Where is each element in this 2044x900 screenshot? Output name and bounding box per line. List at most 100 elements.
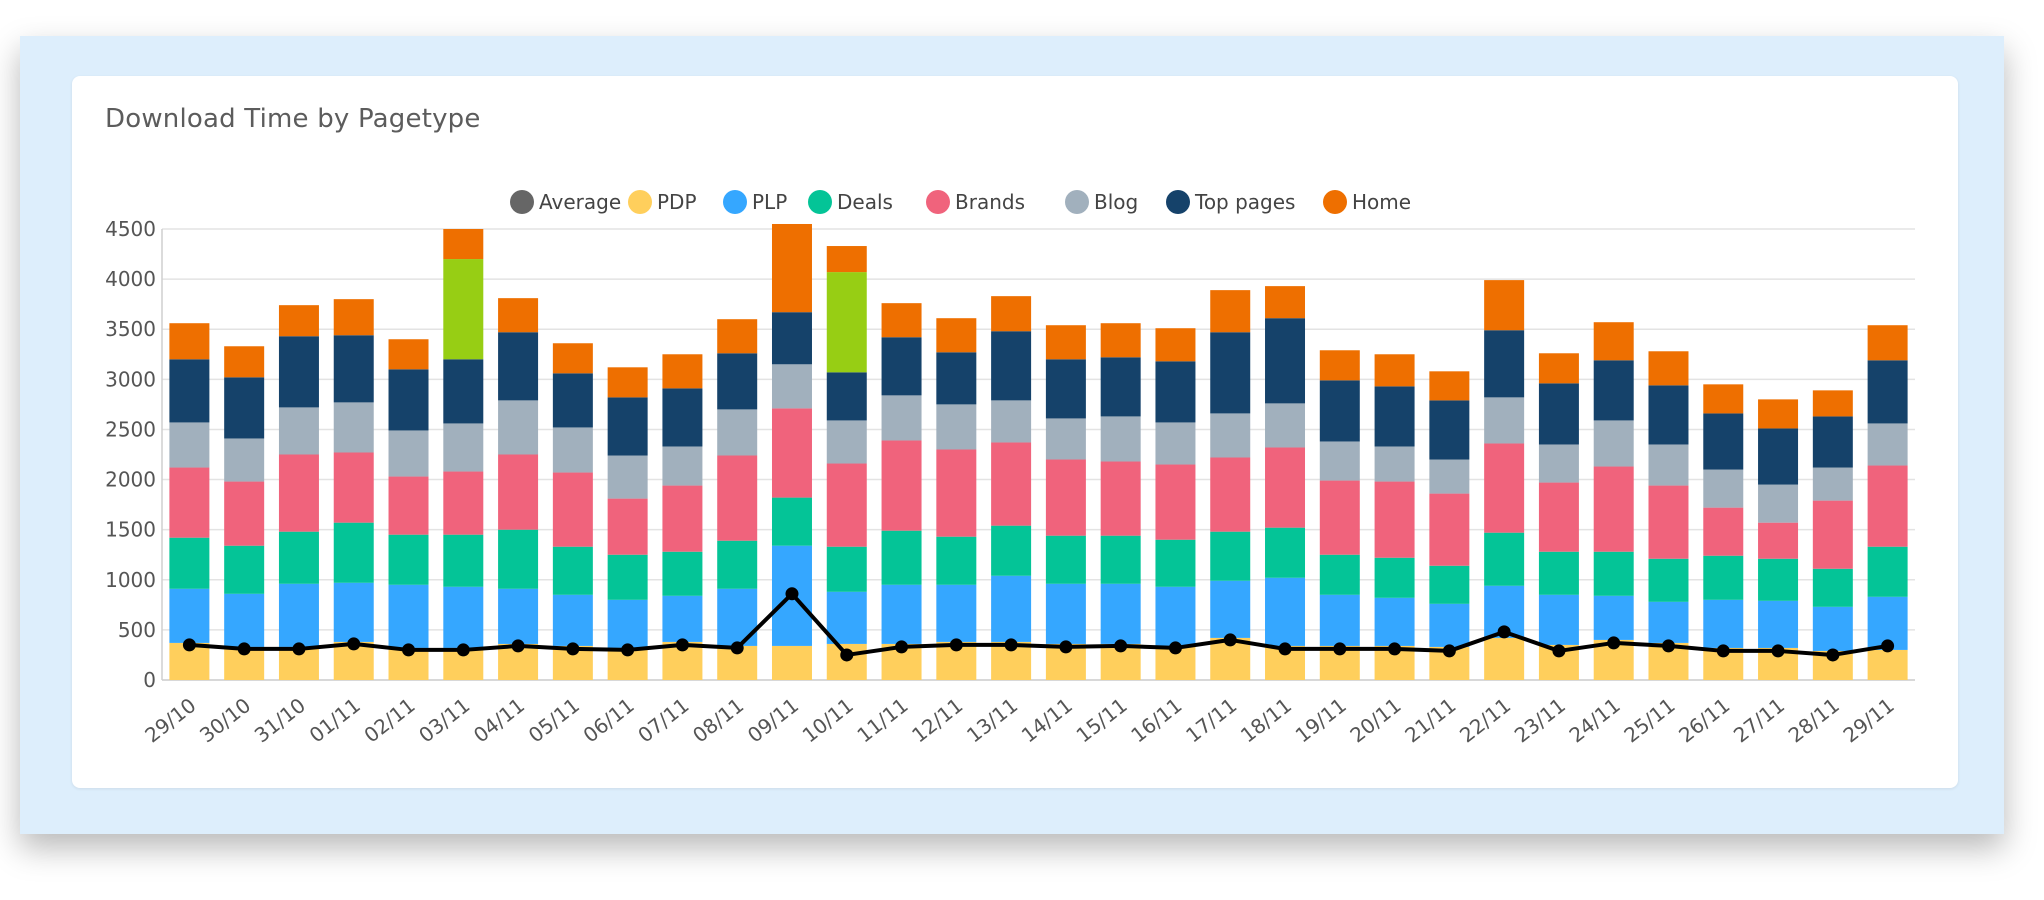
bar-segment-deals bbox=[1812, 568, 1853, 607]
bar-segment-brands bbox=[771, 408, 812, 498]
x-tick-label: 13/11 bbox=[962, 693, 1022, 747]
x-tick-label: 11/11 bbox=[852, 693, 912, 747]
average-point bbox=[1114, 639, 1128, 653]
x-tick-label: 10/11 bbox=[798, 693, 858, 747]
bar-segment-deals bbox=[607, 554, 648, 600]
bar-segment-blog bbox=[1429, 459, 1470, 494]
legend-label-deals: Deals bbox=[837, 190, 893, 214]
x-tick-label: 09/11 bbox=[743, 693, 803, 747]
x-tick-label: 16/11 bbox=[1126, 693, 1186, 747]
bar-segment-pdp bbox=[1484, 637, 1525, 680]
average-point bbox=[1607, 636, 1621, 650]
average-point bbox=[1826, 648, 1840, 662]
average-point bbox=[1223, 633, 1237, 647]
bar-segment-brands bbox=[1429, 493, 1470, 566]
bar-segment-top-pages bbox=[1155, 361, 1196, 423]
bar-segment-plp bbox=[1265, 577, 1306, 646]
bar-segment-brands bbox=[1155, 464, 1196, 540]
average-point bbox=[621, 643, 635, 657]
bar-segment-deals bbox=[1538, 551, 1579, 595]
bar-segment-home bbox=[1319, 350, 1360, 381]
bar-segment-home bbox=[1758, 399, 1799, 429]
legend-label-blog: Blog bbox=[1094, 190, 1138, 214]
bar-segment-deals bbox=[1758, 558, 1799, 601]
x-tick-label: 03/11 bbox=[414, 693, 474, 747]
bar-segment-plp bbox=[1374, 597, 1415, 646]
bar-segment-plp bbox=[1703, 599, 1744, 648]
bar-segment-plp bbox=[826, 591, 867, 644]
x-tick-label: 20/11 bbox=[1345, 693, 1405, 747]
bar-segment-plp bbox=[1045, 583, 1086, 644]
bar-segment-top-pages bbox=[662, 388, 703, 447]
x-tick-label: 29/11 bbox=[1838, 693, 1898, 747]
bar-segment-plp bbox=[1758, 600, 1799, 648]
average-point bbox=[730, 641, 744, 655]
bar-segment-blog bbox=[1648, 444, 1689, 486]
average-point bbox=[785, 587, 799, 601]
bar-segment-brands bbox=[881, 440, 922, 531]
bar-segment-plp bbox=[607, 599, 648, 648]
legend-marker-home bbox=[1323, 190, 1347, 214]
bar-segment-brands bbox=[1758, 522, 1799, 559]
bar-segment-deals bbox=[826, 546, 867, 592]
x-tick-label: 08/11 bbox=[688, 693, 748, 747]
bar-segment-deals bbox=[1210, 531, 1251, 581]
bar-segment-top-pages bbox=[1374, 386, 1415, 447]
bar-segment-home bbox=[552, 343, 593, 374]
bar-segment-home bbox=[1484, 280, 1525, 331]
bar-segment-home bbox=[333, 299, 374, 336]
bar-segment-top-pages bbox=[936, 352, 977, 405]
card-title: Download Time by Pagetype bbox=[105, 104, 481, 134]
bar-segment-top-pages bbox=[1484, 330, 1525, 398]
bar-segment-top-pages bbox=[1758, 428, 1799, 485]
average-line bbox=[189, 591, 1888, 657]
average-point bbox=[949, 638, 963, 652]
bar-segment-plp bbox=[333, 582, 374, 642]
bar-segment-blog bbox=[1100, 416, 1141, 462]
bar-segment-deals bbox=[1429, 565, 1470, 604]
bar-segment-plp bbox=[1100, 583, 1141, 644]
x-tick-label: 26/11 bbox=[1674, 693, 1734, 747]
bar-segment-plp bbox=[1538, 594, 1579, 645]
bar-segment-blog bbox=[333, 402, 374, 453]
bar-segment-blog bbox=[662, 446, 703, 486]
x-tick-label: 29/10 bbox=[140, 693, 200, 747]
bar-segment-home bbox=[1703, 384, 1744, 414]
average-point bbox=[456, 643, 470, 657]
legend-label-average: Average bbox=[539, 190, 621, 214]
x-tick-label: 22/11 bbox=[1455, 693, 1515, 747]
average-point bbox=[1333, 642, 1347, 656]
x-tick-label: 18/11 bbox=[1236, 693, 1296, 747]
bar-segment-home bbox=[662, 354, 703, 389]
legend-marker-blog bbox=[1065, 190, 1089, 214]
legend-label-home: Home bbox=[1352, 190, 1411, 214]
bar-segment-plp bbox=[1319, 594, 1360, 646]
bar-segment-deals bbox=[1484, 532, 1525, 586]
bar-segment-plp bbox=[1155, 586, 1196, 646]
bar-segment-deals bbox=[388, 534, 429, 585]
bar-segment-brands bbox=[991, 442, 1032, 526]
bar-segment-blog bbox=[1484, 397, 1525, 444]
bar-segment-plp bbox=[443, 586, 484, 648]
bar-segment-deals bbox=[1265, 527, 1306, 578]
bar-segment-plp bbox=[388, 584, 429, 648]
bar-segment-extra bbox=[826, 272, 867, 373]
bar-segment-deals bbox=[1593, 551, 1634, 596]
bar-segment-plp bbox=[662, 595, 703, 642]
bar-segment-home bbox=[607, 367, 648, 398]
average-point bbox=[840, 648, 854, 662]
bar-segment-plp bbox=[1812, 606, 1853, 651]
bar-segment-blog bbox=[443, 423, 484, 472]
legend-marker-plp bbox=[723, 190, 747, 214]
bar-segment-top-pages bbox=[1538, 383, 1579, 445]
bar-segment-blog bbox=[1593, 420, 1634, 467]
x-tick-label: 04/11 bbox=[469, 693, 529, 747]
bar-segment-blog bbox=[936, 404, 977, 450]
bar-segment-top-pages bbox=[1867, 360, 1908, 424]
bar-segment-deals bbox=[333, 522, 374, 583]
x-tick-label: 01/11 bbox=[305, 693, 365, 747]
bar-segment-brands bbox=[333, 452, 374, 523]
bar-segment-brands bbox=[1867, 465, 1908, 547]
bar-segment-plp bbox=[224, 593, 265, 647]
